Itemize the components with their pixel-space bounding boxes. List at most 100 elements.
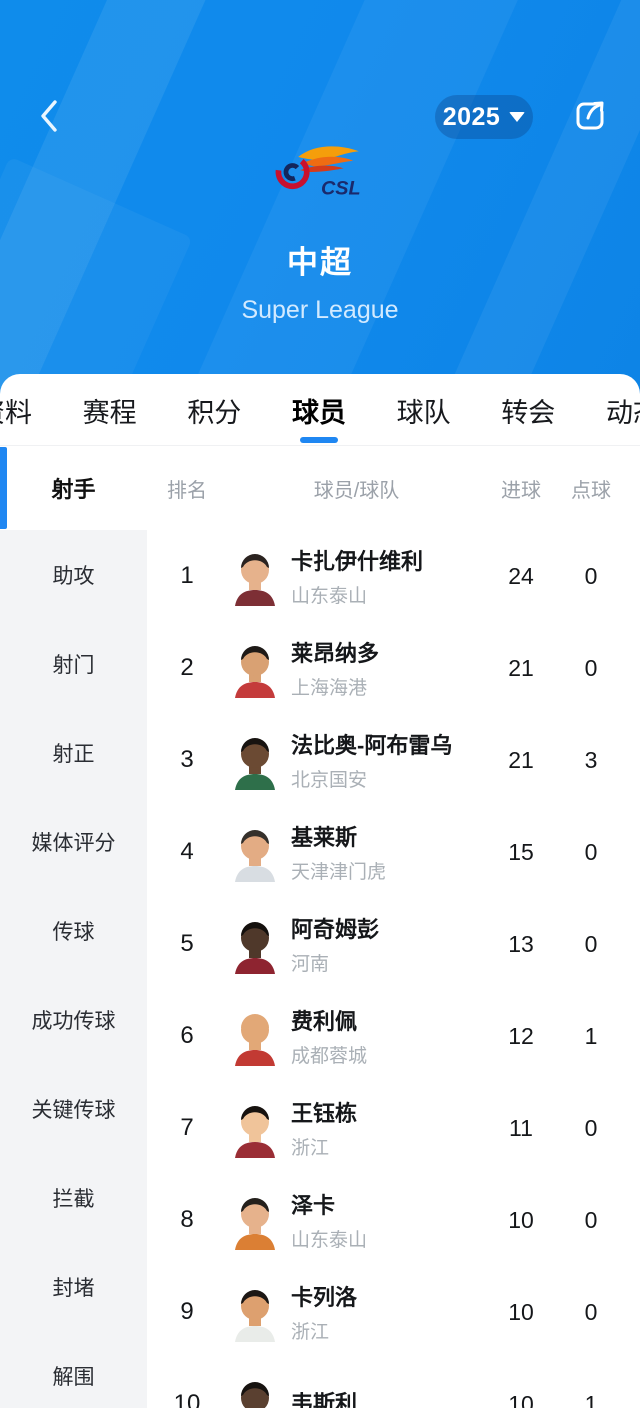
share-button[interactable]	[568, 94, 612, 138]
player-name: 王钰栋	[291, 1101, 358, 1126]
table-row[interactable]: 2 莱昂纳多 上海海港	[147, 622, 640, 714]
sidebar-item-scorers-active[interactable]: 射手	[0, 446, 147, 530]
sidebar-item[interactable]: 射门	[0, 619, 147, 708]
player-info: 卡扎伊什维利 山东泰山	[291, 544, 423, 608]
back-chevron-icon	[41, 100, 57, 132]
table-row[interactable]: 1 卡扎伊什维利 山东泰山	[147, 530, 640, 622]
player-team: 天津津门虎	[291, 862, 387, 883]
active-indicator-bar	[0, 447, 7, 529]
table-row[interactable]: 8 泽卡 山东泰山	[147, 1174, 640, 1266]
sidebar-item[interactable]: 封堵	[0, 1242, 147, 1331]
player-name: 莱昂纳多	[291, 641, 380, 666]
player-team: 成都蓉城	[291, 1046, 368, 1067]
goals-value: 21	[508, 654, 534, 681]
player-avatar	[235, 830, 275, 882]
table-row[interactable]: 9 卡列洛 浙江	[147, 1266, 640, 1358]
chevron-down-icon	[509, 112, 526, 122]
player-avatar	[235, 922, 275, 974]
header-goals: 进球	[501, 479, 541, 502]
player-cell: 王钰栋 浙江	[227, 1096, 486, 1160]
tab-item[interactable]: 资料	[0, 374, 36, 445]
player-name: 费利佩	[291, 1009, 358, 1034]
rank-value: 2	[180, 654, 194, 681]
sidebar-item-label: 成功传球	[31, 1009, 116, 1033]
stats-body: 射手 助攻 射门 射正 媒体评分 传球	[0, 446, 640, 1408]
header-penalty: 点球	[571, 479, 611, 502]
season-dropdown[interactable]: 2025	[435, 95, 533, 139]
sidebar-item[interactable]: 传球	[0, 886, 147, 975]
tab-item[interactable]: 球队	[393, 374, 455, 445]
player-name: 阿奇姆彭	[291, 917, 380, 942]
tab-item[interactable]: 转会	[497, 374, 559, 445]
goals-value: 24	[508, 562, 534, 589]
stat-sidebar: 射手 助攻 射门 射正 媒体评分 传球	[0, 446, 147, 1408]
sidebar-item[interactable]: 助攻	[0, 530, 147, 619]
sidebar-item[interactable]: 媒体评分	[0, 797, 147, 886]
sidebar-item[interactable]: 成功传球	[0, 975, 147, 1064]
table-row[interactable]: 3 法比奥-阿布雷乌 北京国安	[147, 714, 640, 806]
player-info: 阿奇姆彭 河南	[291, 912, 379, 976]
league-title: 中超	[287, 245, 353, 280]
back-button[interactable]	[30, 94, 70, 138]
rank-value: 9	[180, 1298, 194, 1325]
sidebar-item-label: 传球	[52, 920, 95, 944]
player-name: 卡列洛	[291, 1285, 358, 1310]
content-card: 资料 赛程 积分 球员 球队 转会	[0, 374, 640, 1408]
header-player: 球员/球队	[313, 479, 400, 502]
tab-bar: 资料 赛程 积分 球员 球队 转会	[0, 374, 640, 446]
player-team: 浙江	[291, 1138, 330, 1159]
player-avatar	[235, 1290, 275, 1342]
player-name: 卡扎伊什维利	[291, 549, 424, 574]
penalty-value: 0	[584, 654, 598, 681]
player-info: 卡列洛 浙江	[291, 1280, 357, 1344]
player-team: 上海海港	[291, 678, 368, 699]
tab-label: 动态	[605, 397, 640, 428]
table-row[interactable]: 6 费利佩 成都蓉城	[147, 990, 640, 1082]
player-avatar	[235, 1198, 275, 1250]
tab-label: 资料	[0, 397, 32, 428]
goals-value: 10	[508, 1206, 534, 1233]
player-cell: 法比奥-阿布雷乌 北京国安	[227, 728, 486, 792]
tab-label: 赛程	[82, 397, 137, 428]
share-icon	[576, 101, 604, 130]
player-info: 韦斯利	[291, 1386, 357, 1408]
sidebar-item[interactable]: 关键传球	[0, 1064, 147, 1153]
penalty-value: 0	[584, 1206, 598, 1233]
tab-item[interactable]: 动态	[602, 374, 640, 445]
scorers-table: 排名 球员/球队 进球 点球 1	[147, 446, 640, 1408]
tab-item[interactable]: 赛程	[79, 374, 141, 445]
tab-item[interactable]: 球员	[288, 374, 350, 445]
rank-value: 7	[180, 1114, 194, 1141]
penalty-value: 0	[584, 1298, 598, 1325]
penalty-value: 0	[584, 562, 598, 589]
player-cell: 费利佩 成都蓉城	[227, 1004, 486, 1068]
player-info: 费利佩 成都蓉城	[291, 1004, 367, 1068]
table-row[interactable]: 10 韦斯利	[147, 1358, 640, 1408]
player-avatar	[241, 1382, 269, 1408]
penalty-value: 0	[584, 1114, 598, 1141]
table-row[interactable]: 5 阿奇姆彭 河南	[147, 898, 640, 990]
tab-label: 积分	[187, 397, 242, 428]
table-row[interactable]: 4 基莱斯 天津津门虎	[147, 806, 640, 898]
sidebar-item[interactable]: 拦截	[0, 1153, 147, 1242]
player-info: 泽卡 山东泰山	[291, 1188, 367, 1252]
sidebar-item[interactable]: 射正	[0, 708, 147, 797]
svg-text:CSL: CSL	[321, 178, 361, 200]
player-avatar	[235, 1106, 275, 1158]
table-row[interactable]: 7 王钰栋 浙江	[147, 1082, 640, 1174]
goals-value: 15	[508, 838, 534, 865]
player-team: 山东泰山	[291, 586, 368, 607]
player-avatar	[235, 554, 275, 606]
goals-value: 11	[509, 1114, 533, 1141]
tab-item[interactable]: 积分	[183, 374, 245, 445]
player-info: 王钰栋 浙江	[291, 1096, 357, 1160]
rank-value: 4	[180, 838, 194, 865]
top-bar: 2025	[0, 92, 640, 142]
sidebar-item-list: 助攻 射门 射正 媒体评分 传球 成功传球 关键传球	[0, 530, 147, 1408]
player-cell: 卡列洛 浙江	[227, 1280, 486, 1344]
sidebar-item-label: 射门	[52, 653, 95, 677]
sidebar-item-label: 媒体评分	[31, 831, 116, 855]
sidebar-item[interactable]: 解围	[0, 1331, 147, 1408]
player-team: 河南	[291, 954, 330, 975]
